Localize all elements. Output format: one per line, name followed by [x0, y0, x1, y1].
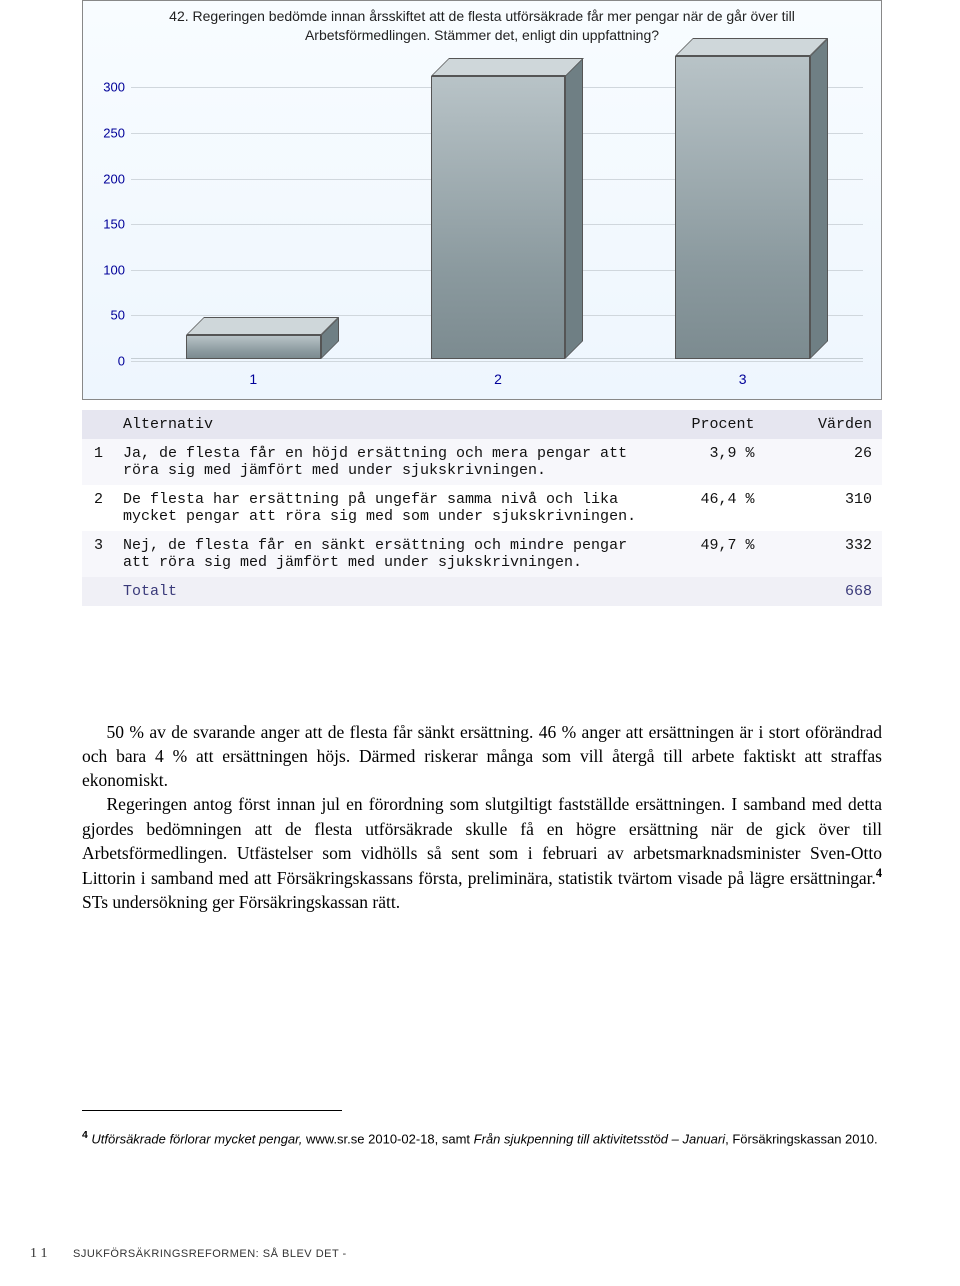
results-table: Alternativ Procent Värden 1 Ja, de flest…: [82, 410, 882, 606]
body-text: 50 % av de svarande anger att de flesta …: [82, 720, 882, 914]
total-val: 668: [765, 577, 883, 606]
y-tick-label: 300: [91, 80, 125, 95]
page-number: 11: [30, 1246, 51, 1262]
footnote-marker: 4: [876, 866, 882, 880]
total-label: Totalt: [113, 577, 647, 606]
footnote-text: www.sr.se 2010-02-18, samt: [302, 1131, 473, 1146]
row-num: 3: [82, 531, 113, 577]
table-row: 2 De flesta har ersättning på ungefär sa…: [82, 485, 882, 531]
bar-chart: 42. Regeringen bedömde innan årsskiftet …: [82, 0, 882, 400]
y-tick-label: 50: [91, 308, 125, 323]
y-tick-label: 0: [91, 354, 125, 369]
row-pct: 49,7 %: [647, 531, 764, 577]
x-tick-label: 2: [494, 371, 502, 387]
header-procent: Procent: [647, 410, 764, 439]
table-total-row: Totalt 668: [82, 577, 882, 606]
footnote-text: , Försäkringskassan 2010.: [725, 1131, 877, 1146]
row-val: 310: [765, 485, 883, 531]
row-pct: 3,9 %: [647, 439, 764, 485]
row-desc: Nej, de flesta får en sänkt ersättning o…: [113, 531, 647, 577]
x-tick-label: 1: [249, 371, 257, 387]
header-varden: Värden: [765, 410, 883, 439]
header-alternativ: Alternativ: [113, 410, 647, 439]
paragraph-span: STs undersökning ger Försäkringskassan r…: [82, 892, 400, 912]
row-desc: Ja, de flesta får en höjd ersättning och…: [113, 439, 647, 485]
footnote-italic: Utförsäkrade förlorar mycket pengar,: [91, 1131, 302, 1146]
chart-bar: [675, 56, 810, 359]
footnote: 4 Utförsäkrade förlorar mycket pengar, w…: [82, 1128, 882, 1149]
paragraph-span: Regeringen antog först innan jul en föro…: [82, 794, 882, 887]
chart-bar: [186, 335, 321, 359]
paragraph: Regeringen antog först innan jul en föro…: [82, 792, 882, 914]
paragraph: 50 % av de svarande anger att de flesta …: [82, 720, 882, 792]
footer-text: SJUKFÖRSÄKRINGSREFORMEN: SÅ BLEV DET -: [73, 1248, 347, 1260]
row-pct: 46,4 %: [647, 485, 764, 531]
row-num: 2: [82, 485, 113, 531]
y-tick-label: 250: [91, 126, 125, 141]
footnote-rule: [82, 1110, 342, 1111]
table-row: 3 Nej, de flesta får en sänkt ersättning…: [82, 531, 882, 577]
footnote-italic: Från sjukpenning till aktivitetsstöd – J…: [474, 1131, 725, 1146]
page-footer: 11 SJUKFÖRSÄKRINGSREFORMEN: SÅ BLEV DET …: [30, 1246, 347, 1262]
y-tick-label: 100: [91, 262, 125, 277]
row-val: 332: [765, 531, 883, 577]
row-val: 26: [765, 439, 883, 485]
y-tick-label: 200: [91, 171, 125, 186]
table-header-row: Alternativ Procent Värden: [82, 410, 882, 439]
y-tick-label: 150: [91, 217, 125, 232]
row-num: 1: [82, 439, 113, 485]
gridline: [131, 361, 863, 362]
chart-plot-area: 050100150200250300 123: [131, 51, 863, 359]
table-row: 1 Ja, de flesta får en höjd ersättning o…: [82, 439, 882, 485]
x-tick-label: 3: [739, 371, 747, 387]
chart-bar: [431, 76, 566, 359]
footnote-num: 4: [82, 1130, 88, 1141]
row-desc: De flesta har ersättning på ungefär samm…: [113, 485, 647, 531]
